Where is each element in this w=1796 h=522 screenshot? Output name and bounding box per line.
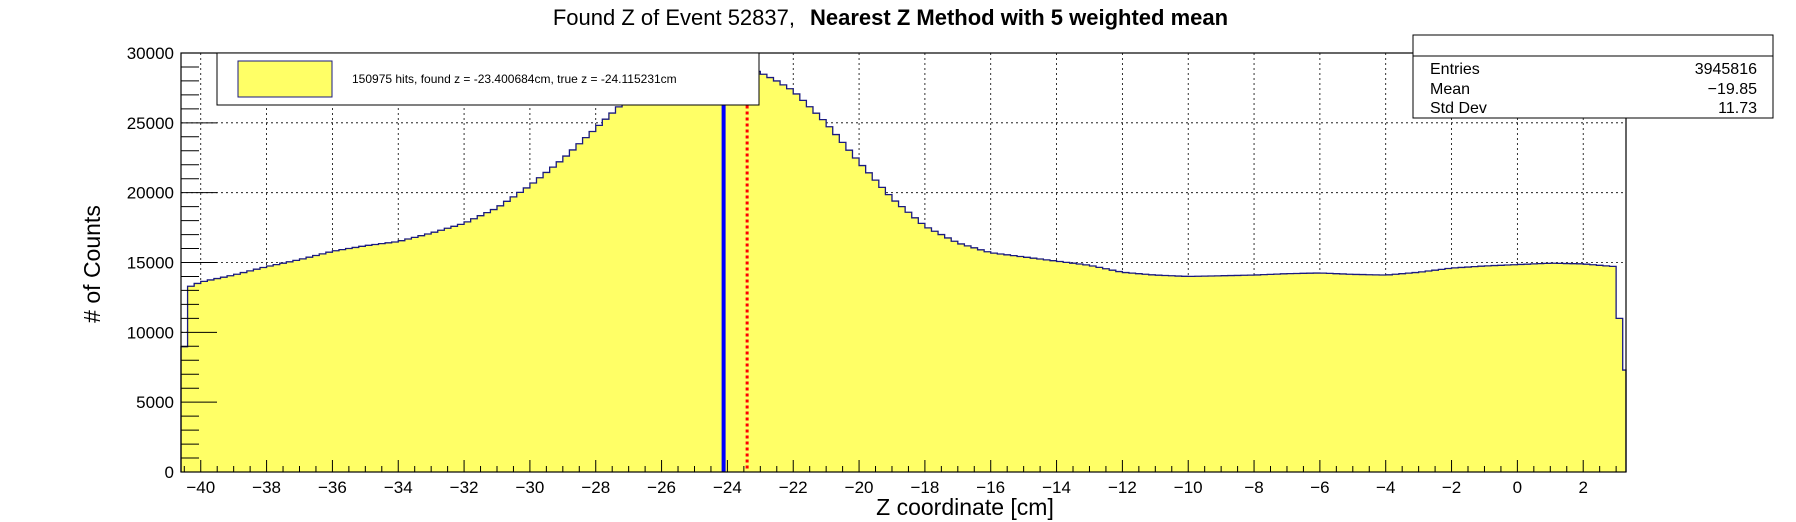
x-tick-label: −22: [779, 478, 808, 497]
x-tick-label: −34: [384, 478, 413, 497]
x-tick-label: −16: [976, 478, 1005, 497]
x-tick-label: −32: [450, 478, 479, 497]
y-tick-label: 15000: [127, 254, 174, 273]
x-tick-label: −14: [1042, 478, 1071, 497]
legend: 150975 hits, found z = -23.400684cm, tru…: [216, 52, 760, 106]
x-tick-label: −2: [1442, 478, 1461, 497]
y-axis-title: # of Counts: [79, 205, 105, 323]
x-tick-label: −40: [186, 478, 215, 497]
axes: −40 −38 −36 −34 −32 −30 −28 −26 −24 −22 −20 −18 −16−…: [127, 44, 1617, 497]
x-tick-label: 0: [1513, 478, 1522, 497]
x-tick-label: −38: [252, 478, 281, 497]
x-tick-label: −6: [1310, 478, 1329, 497]
histogram-outline: [180, 60, 1627, 472]
chart-title-bold: Nearest Z Method with 5 weighted mean: [810, 5, 1228, 30]
legend-swatch: [237, 60, 333, 98]
stats-frame: [1412, 34, 1774, 119]
x-tick-label: −4: [1376, 478, 1395, 497]
x-tick-label: 2: [1578, 478, 1587, 497]
y-tick-label: 20000: [127, 184, 174, 203]
y-tick-label: 25000: [127, 114, 174, 133]
x-tick-label: −20: [845, 478, 874, 497]
chart-title: Found Z of Event 52837,: [553, 5, 795, 30]
histogram-fill: [181, 60, 1626, 472]
y-tick-label: 10000: [127, 323, 174, 342]
stats-stddev-label: Std Dev: [1430, 100, 1487, 117]
x-tick-label: −18: [910, 478, 939, 497]
stats-stddev-value: 11.73: [1718, 100, 1757, 117]
stats-box: Entries 3945816 Mean −19.85 Std Dev 11.7…: [1412, 34, 1774, 119]
stats-mean-label: Mean: [1430, 81, 1470, 98]
x-tick-label: −36: [318, 478, 347, 497]
stats-entries-label: Entries: [1430, 61, 1480, 78]
x-tick-label: −8: [1244, 478, 1263, 497]
y-tick-label: 0: [165, 463, 174, 482]
x-axis-title: Z coordinate [cm]: [876, 494, 1054, 520]
stats-mean-value: −19.85: [1708, 81, 1757, 98]
x-tick-label: −24: [713, 478, 742, 497]
x-tick-label: −10: [1174, 478, 1203, 497]
x-tick-label: −12: [1108, 478, 1137, 497]
x-tick-label: −28: [581, 478, 610, 497]
stats-entries-value: 3945816: [1695, 61, 1757, 78]
y-tick-label: 5000: [136, 393, 174, 412]
x-tick-label: −26: [647, 478, 676, 497]
x-tick-label: −30: [515, 478, 544, 497]
legend-label: 150975 hits, found z = -23.400684cm, tru…: [352, 72, 677, 86]
y-tick-label: 30000: [127, 44, 174, 63]
